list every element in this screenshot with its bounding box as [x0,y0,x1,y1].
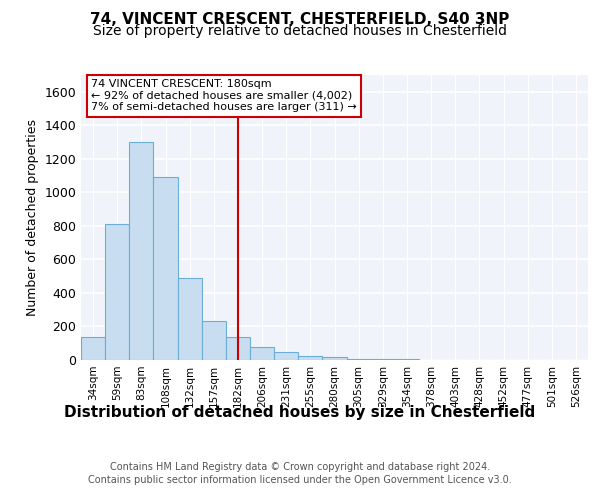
Bar [226,338,250,360]
Bar [298,356,322,360]
Text: 74, VINCENT CRESCENT, CHESTERFIELD, S40 3NP: 74, VINCENT CRESCENT, CHESTERFIELD, S40 … [91,12,509,28]
Text: Contains public sector information licensed under the Open Government Licence v3: Contains public sector information licen… [88,475,512,485]
Y-axis label: Number of detached properties: Number of detached properties [26,119,39,316]
Bar [250,348,274,360]
Text: Size of property relative to detached houses in Chesterfield: Size of property relative to detached ho… [93,24,507,38]
Bar [178,278,202,360]
Bar [347,359,371,360]
Bar [202,320,226,360]
Text: Contains HM Land Registry data © Crown copyright and database right 2024.: Contains HM Land Registry data © Crown c… [110,462,490,472]
Bar [154,178,178,360]
Bar [129,142,154,360]
Bar [81,336,105,360]
Bar [322,358,347,360]
Text: Distribution of detached houses by size in Chesterfield: Distribution of detached houses by size … [64,405,536,420]
Bar [371,359,395,360]
Bar [105,224,129,360]
Bar [274,352,298,360]
Text: 74 VINCENT CRESCENT: 180sqm
← 92% of detached houses are smaller (4,002)
7% of s: 74 VINCENT CRESCENT: 180sqm ← 92% of det… [91,80,357,112]
